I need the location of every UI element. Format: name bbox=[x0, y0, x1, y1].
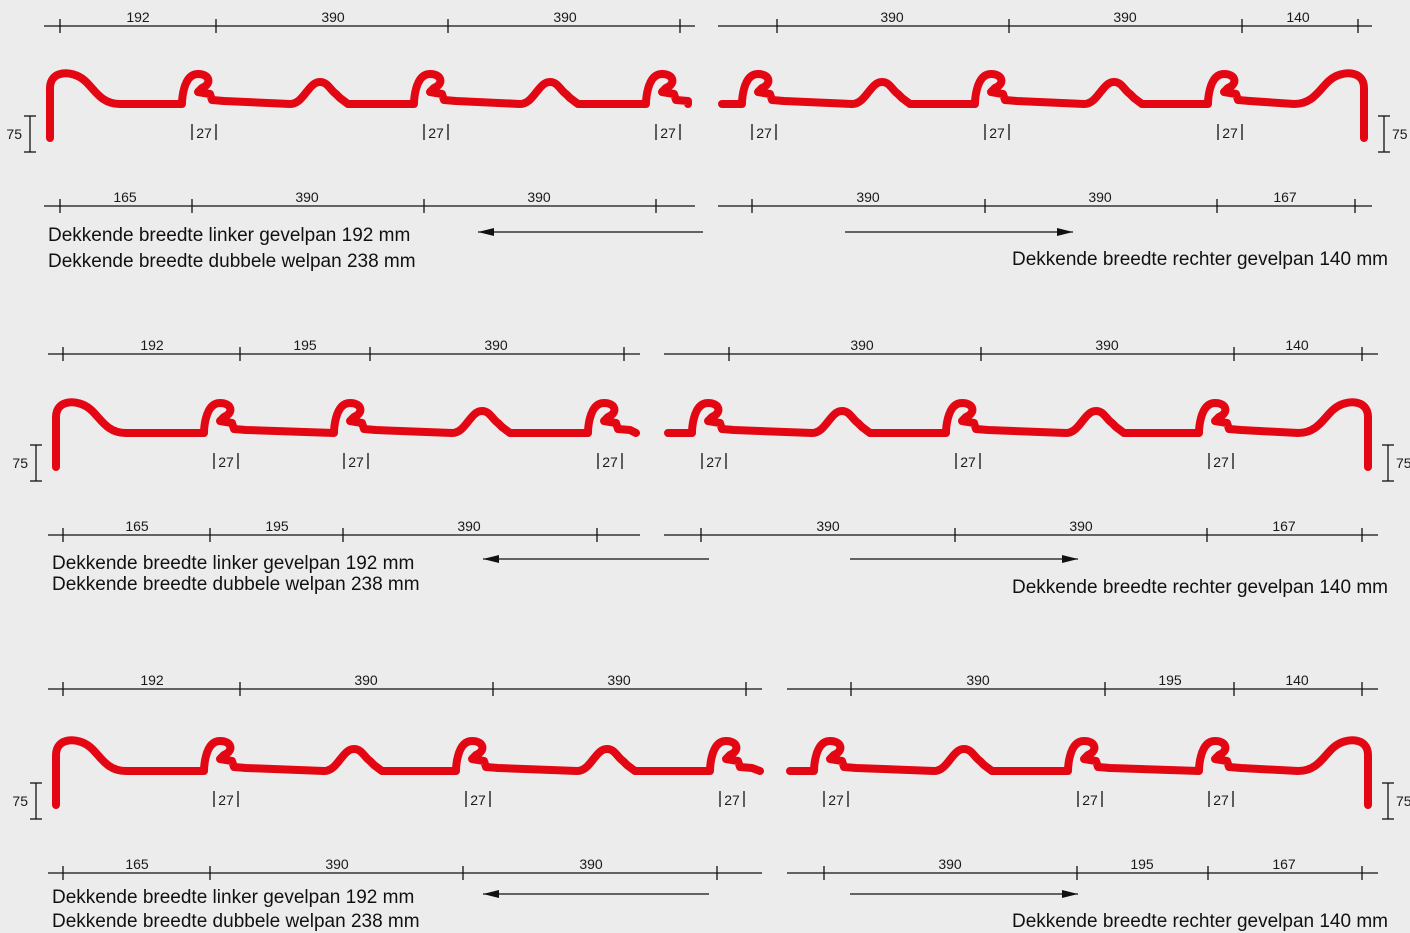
top-right-dim-label: 140 bbox=[1285, 672, 1309, 688]
top-right-dim-label: 390 bbox=[1113, 9, 1137, 25]
joint-label: 27 bbox=[218, 454, 234, 470]
bottom-left-dim-label: 390 bbox=[325, 856, 349, 872]
joint-label: 27 bbox=[428, 125, 444, 141]
left-tile-profile bbox=[52, 736, 764, 809]
bottom-left-dim-label: 165 bbox=[125, 518, 149, 534]
bottom-right-dim-label: 167 bbox=[1272, 856, 1296, 872]
caption-right-gable-width: Dekkende breedte rechter gevelpan 140 mm bbox=[1012, 249, 1388, 270]
joint-label: 27 bbox=[1213, 454, 1229, 470]
left-height-mark-label: 75 bbox=[12, 455, 28, 471]
caption-left-gable-width: Dekkende breedte linker gevelpan 192 mm bbox=[52, 553, 414, 574]
caption-double-tile-width: Dekkende breedte dubbele welpan 238 mm bbox=[48, 251, 416, 272]
right-tile-profile bbox=[718, 69, 1368, 142]
bottom-left-dim-label: 390 bbox=[579, 856, 603, 872]
joint-label: 27 bbox=[989, 125, 1005, 141]
bottom-right-dim-label: 390 bbox=[1069, 518, 1093, 534]
joint-label: 27 bbox=[756, 125, 772, 141]
joint-label: 27 bbox=[706, 454, 722, 470]
right-tile-profile bbox=[664, 398, 1372, 471]
joint-label: 27 bbox=[828, 792, 844, 808]
top-left-dim-label: 390 bbox=[607, 672, 631, 688]
top-left-dim-label: 390 bbox=[553, 9, 577, 25]
joint-label: 27 bbox=[602, 454, 618, 470]
joint-label: 27 bbox=[1222, 125, 1238, 141]
bottom-right-dim-label: 167 bbox=[1273, 189, 1297, 205]
joint-label: 27 bbox=[660, 125, 676, 141]
top-right-dim-label: 140 bbox=[1286, 9, 1310, 25]
joint-label: 27 bbox=[1082, 792, 1098, 808]
top-right-dim-label: 195 bbox=[1158, 672, 1182, 688]
joint-label: 27 bbox=[470, 792, 486, 808]
bottom-right-dim-label: 195 bbox=[1130, 856, 1154, 872]
top-left-dim-label: 195 bbox=[293, 337, 317, 353]
top-left-dim-label: 192 bbox=[140, 337, 164, 353]
right-arrow-head bbox=[1062, 890, 1078, 898]
left-height-mark-label: 75 bbox=[12, 793, 28, 809]
right-tile-profile bbox=[786, 736, 1372, 809]
bottom-left-dim-label: 390 bbox=[295, 189, 319, 205]
joint-label: 27 bbox=[1213, 792, 1229, 808]
joint-label: 27 bbox=[724, 792, 740, 808]
top-right-dim-label: 390 bbox=[1095, 337, 1119, 353]
right-arrow-head bbox=[1057, 228, 1073, 236]
caption-left-gable-width: Dekkende breedte linker gevelpan 192 mm bbox=[52, 887, 414, 908]
top-left-dim-label: 390 bbox=[321, 9, 345, 25]
bottom-left-dim-label: 390 bbox=[527, 189, 551, 205]
left-tile-profile bbox=[46, 69, 692, 142]
left-arrow-head bbox=[483, 555, 499, 563]
bottom-right-dim-label: 167 bbox=[1272, 518, 1296, 534]
tile-row-2: 192 195 390 390 390 140 27 27 27 27 27 27 75 75 165 195… bbox=[12, 337, 1410, 598]
top-left-dim-label: 390 bbox=[354, 672, 378, 688]
tile-row-1: 192 390 390 390 390 140 27 27 27 27 27 27 75 75 165 390… bbox=[6, 9, 1407, 272]
bottom-right-dim-label: 390 bbox=[1088, 189, 1112, 205]
right-height-mark-label: 75 bbox=[1396, 455, 1410, 471]
joint-label: 27 bbox=[196, 125, 212, 141]
diagram-root: 192 390 390 390 390 140 27 27 27 27 27 27 75 75 165 390… bbox=[6, 9, 1410, 932]
bottom-right-dim-label: 390 bbox=[938, 856, 962, 872]
left-arrow-head bbox=[483, 890, 499, 898]
bottom-left-dim-label: 165 bbox=[113, 189, 137, 205]
left-tile-profile bbox=[52, 398, 640, 471]
caption-left-gable-width: Dekkende breedte linker gevelpan 192 mm bbox=[48, 225, 410, 246]
left-height-mark-label: 75 bbox=[6, 126, 22, 142]
top-left-dim-label: 192 bbox=[140, 672, 164, 688]
left-arrow-head bbox=[478, 228, 494, 236]
right-height-mark-label: 75 bbox=[1396, 793, 1410, 809]
caption-right-gable-width: Dekkende breedte rechter gevelpan 140 mm bbox=[1012, 577, 1388, 598]
tile-row-3: 192 390 390 390 195 140 27 27 27 27 27 27 75 75 165 390… bbox=[12, 672, 1410, 932]
caption-double-tile-width: Dekkende breedte dubbele welpan 238 mm bbox=[52, 574, 420, 595]
joint-label: 27 bbox=[348, 454, 364, 470]
top-right-dim-label: 390 bbox=[966, 672, 990, 688]
top-left-dim-label: 390 bbox=[484, 337, 508, 353]
bottom-right-dim-label: 390 bbox=[816, 518, 840, 534]
top-right-dim-label: 140 bbox=[1285, 337, 1309, 353]
bottom-left-dim-label: 165 bbox=[125, 856, 149, 872]
right-height-mark-label: 75 bbox=[1392, 126, 1408, 142]
joint-label: 27 bbox=[218, 792, 234, 808]
top-right-dim-label: 390 bbox=[850, 337, 874, 353]
right-arrow-head bbox=[1062, 555, 1078, 563]
bottom-left-dim-label: 390 bbox=[457, 518, 481, 534]
joint-label: 27 bbox=[960, 454, 976, 470]
top-right-dim-label: 390 bbox=[880, 9, 904, 25]
caption-double-tile-width: Dekkende breedte dubbele welpan 238 mm bbox=[52, 911, 420, 932]
bottom-right-dim-label: 390 bbox=[856, 189, 880, 205]
bottom-left-dim-label: 195 bbox=[265, 518, 289, 534]
top-left-dim-label: 192 bbox=[126, 9, 150, 25]
caption-right-gable-width: Dekkende breedte rechter gevelpan 140 mm bbox=[1012, 911, 1388, 932]
